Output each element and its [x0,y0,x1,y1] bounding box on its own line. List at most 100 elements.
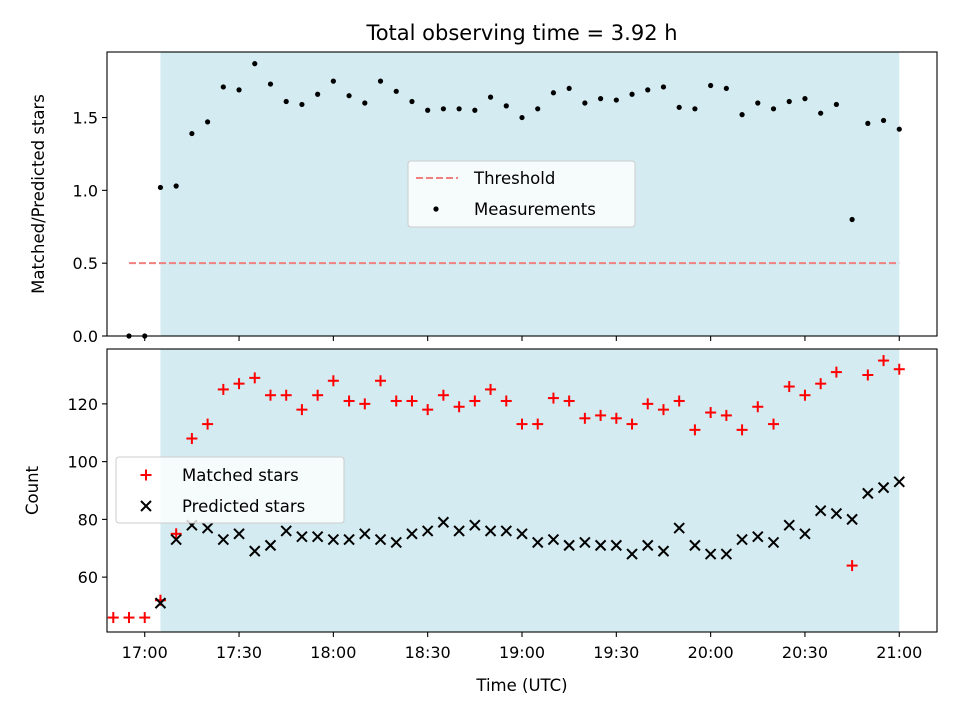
matched-star-point [422,404,434,416]
measurement-point [157,184,164,191]
ratio-x-ticks [144,336,900,341]
measurement-point [393,88,399,94]
matched-star-point [830,366,842,378]
predicted-star-point [437,516,450,528]
legend-matched-swatch [140,469,152,481]
matched-star-point [437,389,449,401]
y-tick-label: 120 [67,395,98,414]
count-panel: 60 80 100 120 17:00 17:30 18:00 18:30 19:00 19:3… [23,348,938,695]
predicted-star-point [217,533,230,546]
x-tick-label: 19:00 [499,643,545,662]
predicted-star-point [469,519,481,531]
measurement-point [236,87,242,93]
predicted-star-point [170,533,182,546]
measurement-point [786,98,792,105]
x-tick-label: 19:30 [593,643,639,662]
predicted-star-point [814,505,827,517]
predicted-star-point [453,525,465,537]
ratio-legend-box [407,160,636,228]
measurement-point [205,119,211,125]
y-tick-label: 60 [78,568,98,587]
matched-star-point [327,375,339,387]
legend-predicted-swatch [140,500,152,512]
predicted-star-point [673,522,685,534]
matched-star-point [375,375,387,387]
matched-star-point [359,398,371,410]
predicted-star-point [563,539,575,552]
matched-star-point [343,395,355,407]
matched-star-point [768,418,780,430]
matched-star-point [107,612,119,624]
count-markers-layer [107,355,905,624]
predicted-star-point [532,536,544,549]
measurement-point [299,101,305,108]
x-tick-label: 17:30 [216,643,262,662]
legend-cross-marker [140,500,152,512]
predicted-star-point [233,528,245,540]
measurement-point [566,85,572,92]
matched-star-point [705,407,717,419]
matched-star-point [595,409,607,421]
predicted-star-point [846,513,858,526]
matched-star-point [469,395,481,407]
matched-star-point [642,398,654,410]
predicted-star-point [359,528,371,540]
matched-star-point [547,392,559,404]
matched-star-point [720,409,732,421]
legend-predicted-label: Predicted stars [182,497,305,516]
measurement-point [755,100,761,106]
ratio-y-axis-label: Matched/Predicted stars [29,94,48,294]
predicted-star-point [689,539,701,552]
matched-star-point [500,395,512,407]
matched-star-point [563,395,575,407]
measurement-point [676,104,682,110]
measurement-point [865,120,871,126]
predicted-star-point [579,536,591,549]
measurement-point [597,96,604,102]
predicted-star-point [862,487,874,500]
matched-star-point [736,424,748,436]
ratio-y-ticks: 0.0 0.5 1.0 1.5 [73,109,107,346]
predicted-star-point [830,507,843,520]
matched-star-point [390,395,402,407]
measurement-point [802,96,808,102]
matched-star-point [249,372,261,384]
measurement-point [189,130,195,137]
legend-matched-label: Matched stars [182,466,299,485]
measurement-point [456,106,462,112]
measurement-point [487,94,494,100]
predicted-star-point [752,530,764,543]
measurement-point [770,106,777,112]
measurement-point [472,107,478,113]
legend-measurements-swatch [433,206,439,212]
measurement-point [818,110,824,116]
measurement-point [582,100,588,106]
matched-star-point [296,404,308,416]
x-axis-label: Time (UTC) [475,676,567,695]
chart-title: Total observing time = 3.92 h [365,21,677,45]
matched-star-point [170,528,182,540]
measurement-point [425,107,431,113]
y-tick-label: 1.5 [73,109,98,128]
measurement-point [315,91,321,97]
x-tick-label: 18:00 [310,643,356,662]
predicted-star-point [547,533,560,546]
measurement-point [880,117,887,124]
measurement-point [535,106,541,112]
predicted-star-point [767,536,780,549]
measurement-point [362,100,368,106]
matched-star-point [186,433,198,445]
measurement-point [645,87,651,93]
count-y-axis-label: Count [23,465,42,515]
matched-star-point [123,612,135,624]
measurement-point [377,78,384,84]
predicted-star-point [374,533,387,546]
matched-star-point [264,389,276,401]
matched-star-point [610,412,622,424]
matched-star-point [139,612,151,624]
predicted-star-point [516,528,528,540]
predicted-star-point [296,530,308,543]
measurement-point [896,126,902,132]
x-tick-label: 21:00 [876,643,922,662]
